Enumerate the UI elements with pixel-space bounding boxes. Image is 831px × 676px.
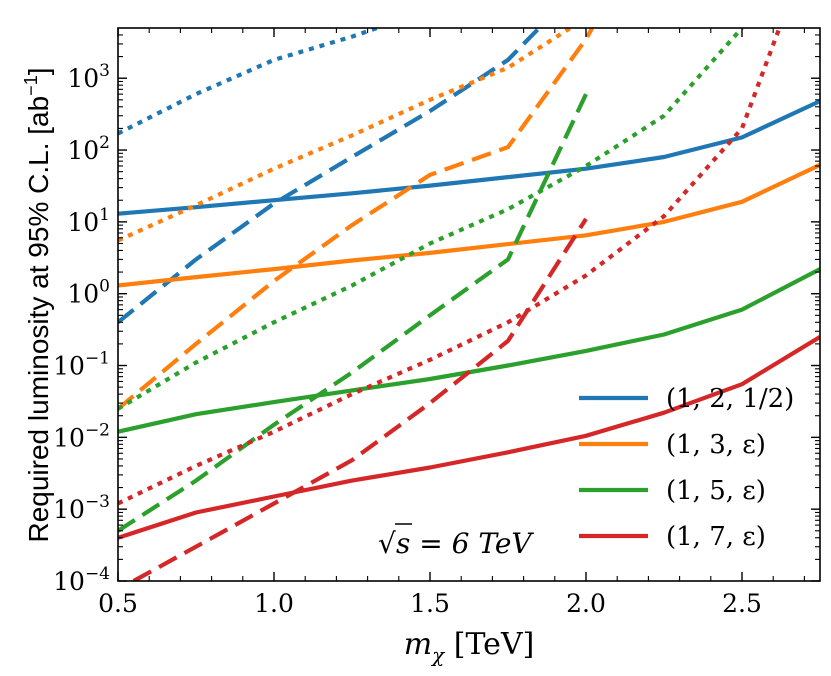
series-line-4-dashed — [118, 28, 595, 411]
y-axis-label-end: ] — [23, 68, 54, 76]
series-line-8-dotted — [118, 28, 744, 411]
series-line-1-dashed — [118, 28, 541, 324]
y-axis-label-main: Required luminosity at 95% C.L. [ab — [23, 96, 54, 543]
legend-label: (1, 7, ε) — [666, 522, 766, 552]
legend-label: (1, 5, ε) — [666, 476, 766, 506]
y-tick-label: 10−1 — [53, 349, 110, 381]
y-axis-label-sup: −1 — [21, 75, 41, 96]
y-tick-label: 10−2 — [53, 420, 110, 452]
series-line-7-dashed — [118, 93, 588, 533]
x-axis-label-main: m — [404, 627, 432, 662]
x-tick-label: 1.0 — [254, 589, 294, 618]
x-tick-label: 2.0 — [566, 589, 606, 618]
energy-annotation: √ s = 6 TeV — [378, 523, 534, 560]
x-tick-label: 2.5 — [722, 589, 762, 618]
series-line-10-dashed — [132, 217, 588, 581]
energy-annotation-text: s = 6 TeV — [396, 527, 534, 560]
x-axis-label: mχ [TeV] — [404, 627, 535, 667]
series-line-9-solid — [118, 335, 820, 540]
series-layer — [118, 28, 820, 581]
energy-annotation-main: s = 6 TeV — [396, 527, 534, 560]
y-tick-label: 10−3 — [53, 492, 110, 524]
sqrt-symbol: √ — [378, 527, 396, 560]
series-line-5-dotted — [118, 28, 572, 243]
plot-frame — [117, 27, 821, 582]
y-tick-label: 103 — [67, 61, 110, 93]
y-tick-label: 100 — [67, 277, 110, 309]
x-axis-label-sub: χ — [430, 643, 446, 667]
series-line-0-solid — [118, 99, 820, 216]
series-line-3-solid — [118, 163, 820, 288]
y-axis-label: Required luminosity at 95% C.L. [ab−1] — [21, 68, 54, 543]
series-line-11-dotted — [118, 28, 782, 506]
x-tick-label: 1.5 — [410, 589, 450, 618]
tick-layer: 0.5 1.0 1.5 2.0 2.5 10−4 10−3 10−2 10−1 100 101 102… — [53, 28, 820, 618]
x-tick-label: 0.5 — [98, 589, 138, 618]
y-tick-label: 102 — [67, 133, 110, 165]
y-tick-label: 10−4 — [53, 564, 110, 596]
legend: (1, 2, 1/2) (1, 3, ε) (1, 5, ε) (1, 7, ε) — [579, 384, 794, 552]
legend-label: (1, 3, ε) — [666, 430, 766, 460]
series-line-2-dotted — [118, 28, 378, 136]
x-axis-label-unit: [TeV] — [444, 627, 534, 662]
y-tick-label: 101 — [67, 205, 110, 237]
legend-label: (1, 2, 1/2) — [666, 384, 794, 414]
